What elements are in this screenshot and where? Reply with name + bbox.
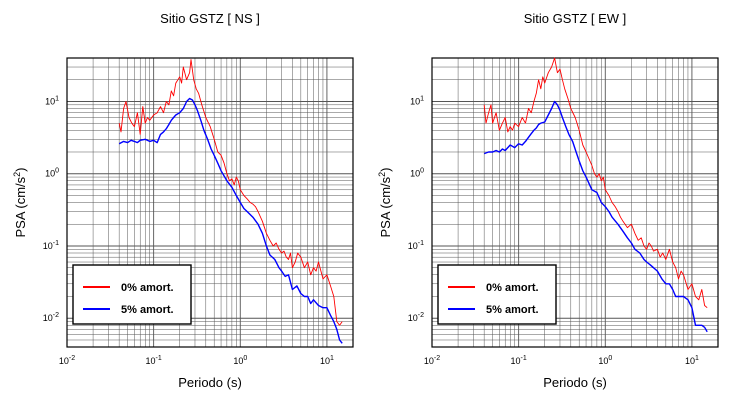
x-axis-label: Periodo (s) <box>543 375 607 390</box>
chart-ns: 10-2 10-1 100 101 10-2 10-1 100 101 Sitio GSTZ [… <box>12 11 354 390</box>
x-tick-label: 100 <box>233 355 247 366</box>
chart-ew: 10-2 10-1 100 101 10-2 10-1 100 101 Sitio GSTZ [… <box>377 11 719 390</box>
y-axis-label: PSA (cm/s2) <box>377 167 393 237</box>
x-tick-label: 10-2 <box>59 355 75 366</box>
y-tick-label: 10-1 <box>43 240 59 251</box>
legend: 0% amort. 5% amort. <box>72 264 192 325</box>
legend-label: 0% amort. <box>121 282 174 294</box>
legend-label: 5% amort. <box>121 304 174 316</box>
x-tick-label: 101 <box>320 355 334 366</box>
y-tick-label: 100 <box>410 168 424 179</box>
chart-title: Sitio GSTZ [ NS ] <box>160 11 260 26</box>
y-tick-label: 10-2 <box>408 312 424 323</box>
series-line-amort-5 <box>118 97 343 344</box>
series-line-amort-0 <box>118 59 343 326</box>
plot-frame <box>66 57 354 348</box>
legend-box <box>437 264 557 325</box>
legend-box <box>72 264 192 325</box>
x-tick-label: 10-2 <box>424 355 440 366</box>
y-tick-label: 101 <box>45 95 59 106</box>
y-axis-label: PSA (cm/s2) <box>12 167 28 237</box>
y-tick-label: 10-2 <box>43 312 59 323</box>
legend-label: 0% amort. <box>486 282 539 294</box>
x-tick-label: 10-1 <box>511 355 527 366</box>
y-tick-label: 101 <box>410 95 424 106</box>
chart-title: Sitio GSTZ [ EW ] <box>524 11 627 26</box>
series-line-amort-0 <box>483 57 708 309</box>
plot-frame <box>431 57 719 348</box>
y-tick-label: 100 <box>45 168 59 179</box>
y-tick-label: 10-1 <box>408 240 424 251</box>
x-tick-label: 101 <box>685 355 699 366</box>
x-tick-label: 100 <box>598 355 612 366</box>
x-tick-label: 10-1 <box>146 355 162 366</box>
series-line-amort-5 <box>483 100 708 333</box>
x-axis-label: Periodo (s) <box>178 375 242 390</box>
legend: 0% amort. 5% amort. <box>437 264 557 325</box>
legend-label: 5% amort. <box>486 304 539 316</box>
